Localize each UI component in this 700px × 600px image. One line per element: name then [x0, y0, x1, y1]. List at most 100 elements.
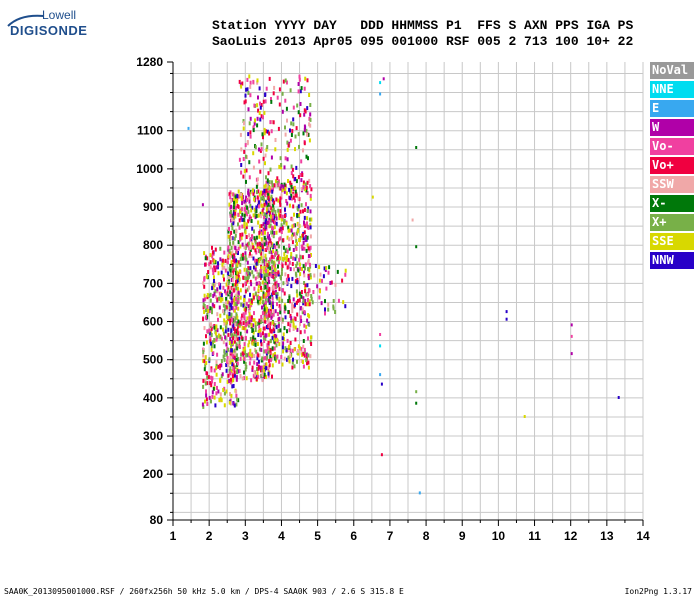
echo-point	[242, 252, 244, 257]
echo-point	[251, 341, 254, 346]
echo-point	[308, 299, 311, 304]
echo-point	[226, 314, 229, 319]
echo-point	[301, 310, 304, 315]
echo-point	[280, 195, 283, 200]
echo-point	[229, 295, 232, 299]
echo-point	[268, 236, 271, 241]
echo-point	[292, 248, 295, 252]
echo-point	[210, 333, 213, 337]
echo-point	[219, 392, 222, 397]
echo-point	[230, 369, 233, 374]
echo-point	[344, 272, 347, 277]
echo-point	[229, 303, 232, 307]
echo-point	[289, 353, 292, 357]
echo-point	[334, 310, 337, 314]
echo-point	[229, 318, 232, 323]
echo-point	[229, 213, 232, 218]
echo-point	[240, 335, 243, 340]
echo-point	[281, 336, 284, 341]
echo-point	[234, 365, 237, 370]
echo-point	[306, 361, 308, 366]
echo-point	[211, 310, 213, 315]
echo-point	[235, 249, 238, 254]
echo-point	[283, 252, 286, 257]
echo-point	[344, 268, 347, 273]
echo-point	[238, 269, 241, 274]
echo-point	[205, 361, 208, 365]
echo-point	[228, 379, 231, 383]
echo-point	[209, 339, 212, 344]
echo-point	[202, 349, 205, 354]
echo-point	[286, 157, 289, 162]
echo-point	[259, 273, 262, 277]
echo-point	[258, 230, 261, 235]
echo-point	[281, 264, 284, 269]
echo-point	[256, 177, 259, 182]
echo-point	[342, 300, 345, 305]
echo-point	[202, 317, 205, 322]
echo-point	[233, 200, 235, 205]
echo-point	[256, 182, 259, 187]
echo-point	[305, 292, 308, 297]
echo-point	[266, 263, 269, 268]
echo-point	[258, 259, 261, 264]
echo-point	[308, 93, 311, 97]
echo-point	[246, 141, 249, 146]
echo-point	[223, 318, 226, 323]
echo-point	[202, 305, 205, 310]
echo-point	[505, 310, 508, 314]
echo-point	[243, 376, 245, 381]
echo-point	[212, 386, 215, 391]
echo-point	[304, 109, 307, 114]
echo-point	[239, 232, 242, 237]
echo-point	[238, 345, 241, 349]
echo-point	[265, 241, 268, 246]
echo-point	[263, 273, 266, 278]
echo-point	[302, 364, 305, 369]
echo-point	[265, 374, 267, 379]
echo-point	[264, 92, 267, 97]
echo-point	[371, 195, 374, 199]
echo-point	[268, 186, 271, 191]
echo-point	[239, 262, 242, 267]
echo-point	[309, 209, 312, 214]
echo-point	[265, 280, 267, 285]
echo-point	[262, 356, 265, 361]
echo-point	[272, 249, 275, 254]
echo-point	[283, 326, 286, 331]
echo-point	[297, 175, 300, 180]
echo-point	[271, 346, 274, 351]
echo-point	[267, 195, 270, 200]
echo-point	[232, 363, 235, 368]
echo-point	[229, 264, 232, 268]
echo-point	[213, 325, 216, 330]
echo-point	[297, 82, 300, 86]
echo-point	[291, 302, 294, 306]
echo-point	[296, 214, 299, 219]
echo-point	[252, 373, 255, 378]
echo-point	[330, 280, 333, 285]
echo-point	[206, 256, 209, 261]
echo-point	[231, 384, 234, 389]
echo-point	[268, 249, 271, 254]
echo-point	[262, 294, 265, 299]
echo-point	[285, 247, 288, 252]
echo-point	[262, 331, 264, 336]
echo-point	[309, 196, 312, 201]
echo-point	[260, 266, 263, 271]
echo-point	[265, 86, 268, 91]
echo-point	[306, 283, 309, 288]
echo-point	[232, 197, 235, 202]
echo-point	[248, 160, 251, 165]
echo-point	[245, 235, 248, 239]
echo-point	[292, 323, 295, 328]
echo-point	[277, 328, 280, 333]
echo-point	[220, 293, 223, 298]
echo-point	[235, 342, 238, 347]
echo-point	[295, 231, 298, 236]
echo-point	[278, 296, 281, 301]
echo-point	[271, 374, 273, 379]
legend-item-w: W	[650, 119, 694, 136]
echo-point	[277, 264, 279, 269]
echo-point	[250, 282, 253, 287]
